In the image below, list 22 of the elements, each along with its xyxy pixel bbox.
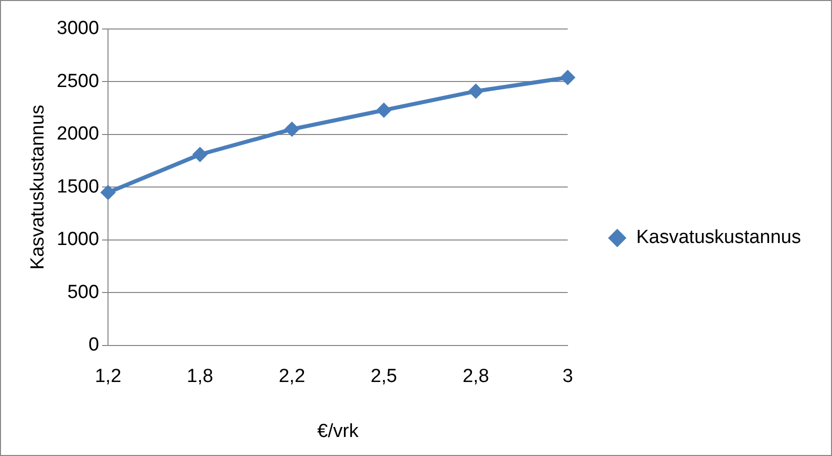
- x-tick-label: 1,2: [94, 366, 122, 388]
- point: [376, 102, 392, 118]
- x-tick-label: 3: [562, 366, 574, 388]
- point: [468, 84, 484, 99]
- legend-label: Kasvatuskustannus: [636, 227, 801, 248]
- y-tick-label: 0: [88, 334, 100, 356]
- point: [284, 122, 300, 137]
- point: [192, 147, 208, 162]
- x-tick-label: 2,8: [462, 366, 490, 388]
- point: [100, 184, 116, 200]
- x-tick-label: 2,5: [370, 366, 398, 388]
- x-tick-label: 1,8: [186, 366, 214, 388]
- y-tick-label: 2000: [56, 124, 100, 145]
- y-tick-label: 1500: [56, 176, 100, 198]
- point: [560, 70, 576, 86]
- x-axis-title: €/vrk: [317, 420, 359, 442]
- y-tick-label: 500: [67, 282, 100, 303]
- y-axis-title: Kasvatuskustannus: [28, 104, 49, 270]
- y-tick-label: 2500: [56, 70, 100, 92]
- y-tick-label: 1000: [56, 229, 100, 250]
- x-tick-label: 2,2: [278, 366, 306, 388]
- y-tick-label: 3000: [56, 18, 100, 40]
